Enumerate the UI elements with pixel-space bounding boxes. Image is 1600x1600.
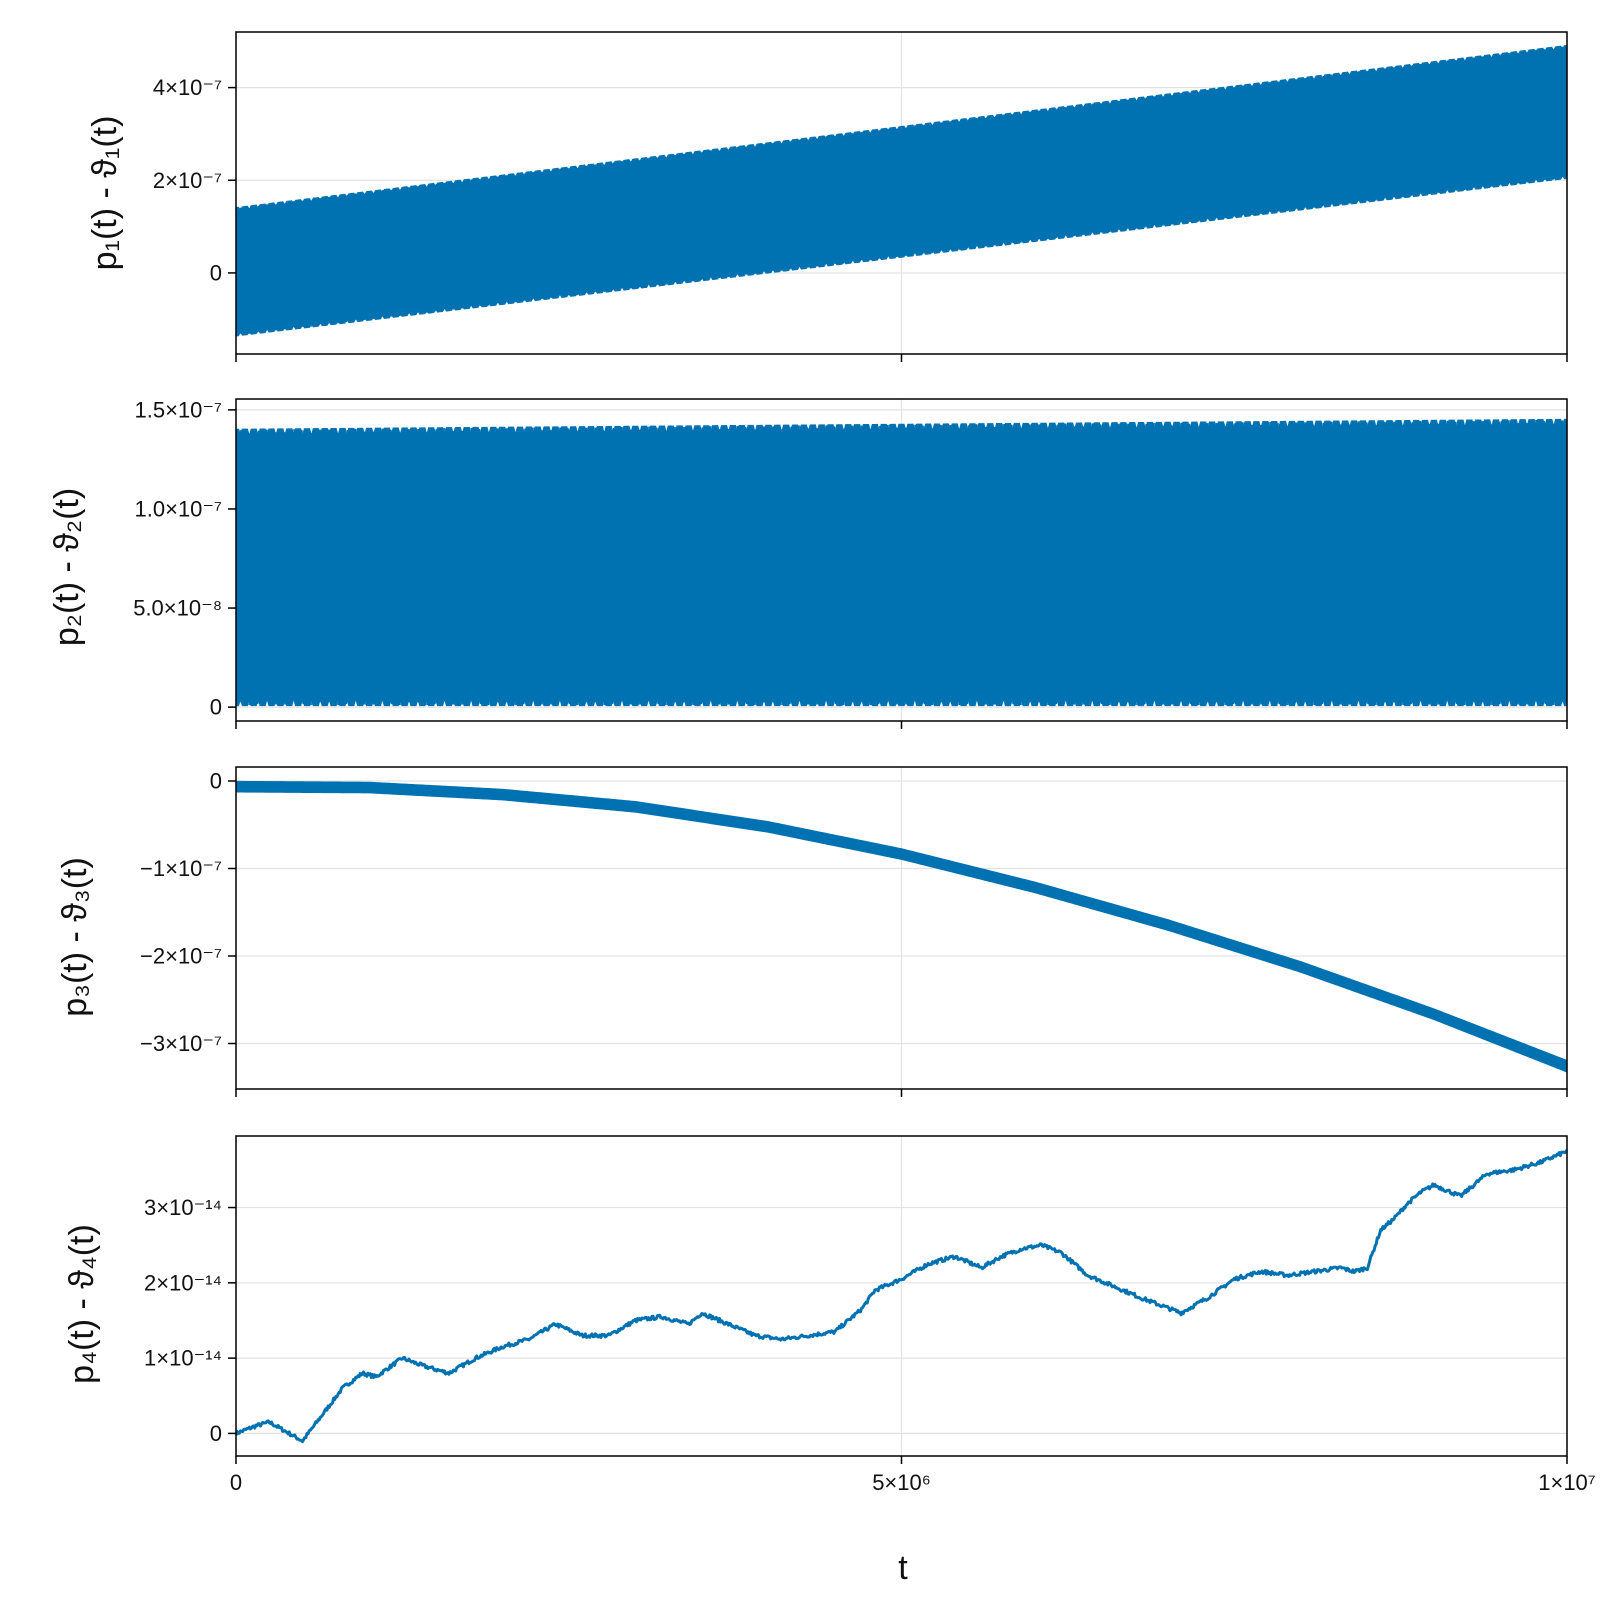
- y-axis-label-1: p₁(t) - ϑ₁(t): [86, 116, 124, 271]
- subplot-4: p₄(t) - ϑ₄(t) t 0 1×10⁻¹⁴ 2×10⁻¹⁴ 3×10⁻¹⁴ 0 5…: [63, 1135, 1596, 1587]
- y-tick-label: −3×10⁻⁷: [140, 1031, 222, 1056]
- y-tick-label: 1×10⁻¹⁴: [144, 1346, 222, 1371]
- y-tick-label: 2×10⁻⁷: [153, 168, 222, 193]
- series-group: [236, 44, 1567, 337]
- subplot-1: p₁(t) - ϑ₁(t) 0 2×10⁻⁷ 4×10⁻⁷: [86, 31, 1568, 362]
- y-tick-label: 0: [210, 260, 222, 285]
- series-group: [236, 1149, 1567, 1444]
- series-band: [236, 44, 1567, 337]
- y-axis-label-4: p₄(t) - ϑ₄(t): [63, 1224, 101, 1384]
- y-axis-label-2: p₂(t) - ϑ₂(t): [48, 488, 86, 646]
- y-tick-label: 0: [210, 769, 222, 794]
- series-group: [236, 780, 1567, 1073]
- y-tick-label: 4×10⁻⁷: [153, 75, 222, 100]
- y-tick-label: 5.0×10⁻⁸: [133, 596, 222, 621]
- subplot-2: p₂(t) - ϑ₂(t) 0 5.0×10⁻⁸ 1.0×10⁻⁷ 1.5×10⁻⁷: [48, 397, 1568, 729]
- subplot-3: p₃(t) - ϑ₃(t) −3×10⁻⁷ −2×10⁻⁷ −1×10⁻⁷ 0: [56, 766, 1568, 1097]
- y-tick-label: 0: [210, 1421, 222, 1446]
- x-axis-label: t: [898, 1549, 908, 1587]
- y-tick-label: −1×10⁻⁷: [140, 856, 222, 881]
- x-tick-label: 1×10⁷: [1538, 1470, 1596, 1495]
- y-axis-label-3: p₃(t) - ϑ₃(t): [56, 857, 94, 1017]
- series-group: [236, 418, 1567, 707]
- y-tick-label: 1.0×10⁻⁷: [135, 496, 223, 521]
- y-tick-label: 2×10⁻¹⁴: [144, 1270, 222, 1295]
- y-tick-label: 1.5×10⁻⁷: [135, 397, 223, 422]
- x-tick-label: 5×10⁶: [872, 1470, 931, 1495]
- y-tick-label: 0: [210, 695, 222, 720]
- x-tick-label: 0: [230, 1470, 242, 1495]
- series-band: [236, 418, 1567, 707]
- series-band: [236, 780, 1567, 1073]
- series-line: [236, 1149, 1567, 1444]
- y-tick-label: 3×10⁻¹⁴: [144, 1195, 222, 1220]
- y-tick-label: −2×10⁻⁷: [140, 944, 222, 969]
